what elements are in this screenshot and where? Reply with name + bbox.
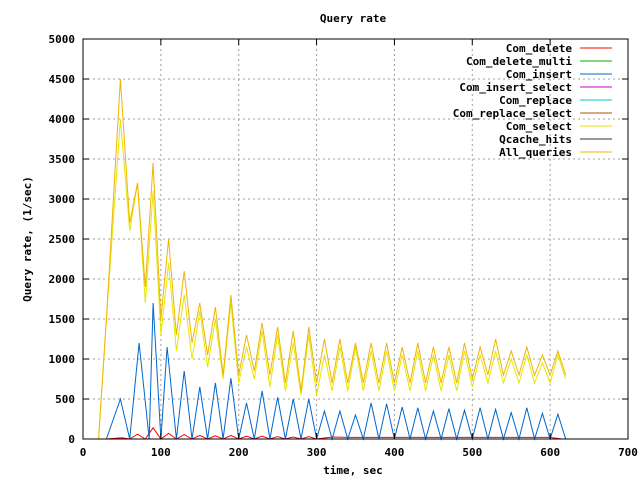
chart-title: Query rate: [320, 12, 387, 25]
grid-lines: [83, 39, 628, 439]
legend-label: Com_select: [506, 120, 572, 133]
y-tick-label: 1500: [49, 313, 76, 326]
legend-label: Com_insert: [506, 68, 572, 81]
series-line: [105, 302, 567, 441]
series-line: [98, 118, 567, 440]
x-tick-label: 600: [540, 446, 560, 459]
y-tick-label: 5000: [49, 33, 76, 46]
axis-ticks: 0 100 200 300 400 500 600 700 0 500 1000 1500 2000 25…: [49, 33, 638, 459]
legend-label: All_queries: [499, 146, 572, 159]
x-tick-label: 400: [384, 446, 404, 459]
x-tick-label: 100: [151, 446, 171, 459]
y-tick-label: 4000: [49, 113, 76, 126]
y-tick-label: 1000: [49, 353, 76, 366]
x-tick-label: 0: [80, 446, 87, 459]
legend-label: Com_replace_select: [453, 107, 572, 120]
y-tick-label: 4500: [49, 73, 76, 86]
x-tick-label: 200: [229, 446, 249, 459]
series-layer: [98, 78, 567, 441]
y-tick-label: 2000: [49, 273, 76, 286]
y-tick-label: 0: [68, 433, 75, 446]
y-tick-label: 2500: [49, 233, 76, 246]
legend-label: Com_replace: [499, 94, 572, 107]
legend-label: Qcache_hits: [499, 133, 572, 146]
legend-label: Com_delete_multi: [466, 55, 572, 68]
y-tick-label: 3000: [49, 193, 76, 206]
x-tick-label: 700: [618, 446, 638, 459]
y-tick-label: 500: [55, 393, 75, 406]
series-line: [98, 78, 567, 440]
x-tick-label: 500: [462, 446, 482, 459]
legend-label: Com_delete: [506, 42, 573, 55]
y-axis-label: Query rate, (1/sec): [21, 176, 34, 302]
y-tick-label: 3500: [49, 153, 76, 166]
legend: Com_deleteCom_delete_multiCom_insertCom_…: [453, 42, 612, 159]
x-axis-label: time, sec: [323, 464, 383, 477]
x-tick-label: 300: [307, 446, 327, 459]
legend-label: Com_insert_select: [459, 81, 572, 94]
